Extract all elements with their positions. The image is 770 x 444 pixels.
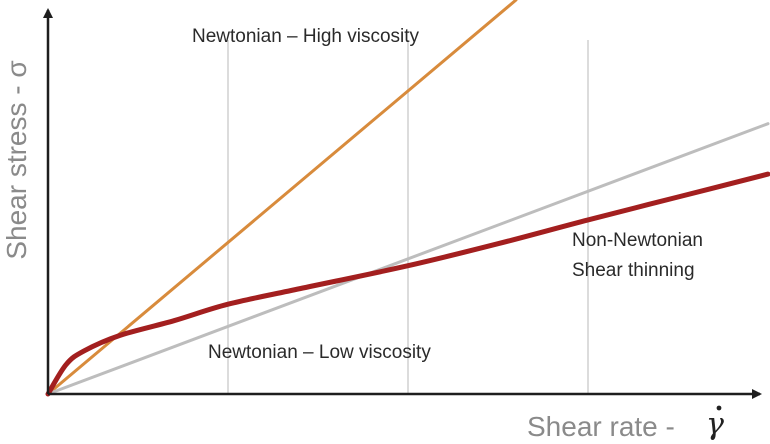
series-line-high-viscosity xyxy=(46,0,518,396)
grid xyxy=(227,40,589,394)
gamma-symbol: γ xyxy=(706,407,724,442)
x-axis-title: Shear rate - xyxy=(527,411,683,442)
series-line-low-viscosity xyxy=(46,122,770,396)
series-line-shear-thinning xyxy=(45,171,770,397)
annotation-non-newtonian: Non-Newtonian xyxy=(572,230,703,251)
y-axis-title: Shear stress - σ xyxy=(1,60,32,259)
annotation-shear-thinning: Shear thinning xyxy=(572,260,695,281)
series-layer xyxy=(45,0,770,397)
annotation-high-viscosity: Newtonian – High viscosity xyxy=(192,26,420,47)
annotation-low-viscosity: Newtonian – Low viscosity xyxy=(208,342,431,363)
gamma-dot xyxy=(716,405,722,411)
x-axis-symbol: γ xyxy=(706,405,724,442)
